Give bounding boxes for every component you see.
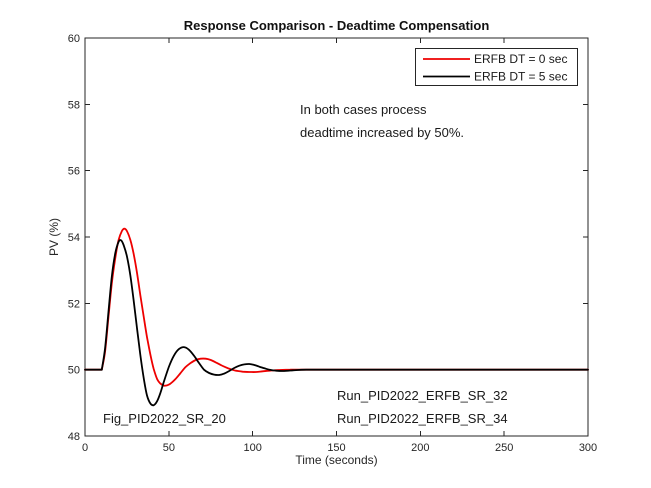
run-id-label-1: Run_PID2022_ERFB_SR_32 (337, 388, 508, 403)
series-lines (84, 227, 589, 407)
fig-id-label: Fig_PID2022_SR_20 (103, 411, 226, 426)
legend-entry-1: ERFB DT = 5 sec (474, 70, 567, 84)
y-tick-label: 58 (68, 99, 80, 111)
x-tick-label: 0 (82, 442, 88, 454)
x-tick-label: 300 (579, 442, 597, 454)
axis-tick-labels: 0 50 100 150 200 250 300 48 50 52 54 56 58 60 (68, 33, 597, 454)
series-line-0 (84, 227, 589, 387)
x-tick-label: 100 (243, 442, 261, 454)
series-line-1 (84, 239, 589, 407)
note-text-line1: In both cases process (300, 102, 427, 117)
y-axis-label: PV (%) (47, 218, 61, 256)
legend-entry-0: ERFB DT = 0 sec (474, 52, 567, 66)
chart-title: Response Comparison - Deadtime Compensat… (184, 18, 490, 33)
x-tick-label: 50 (163, 442, 175, 454)
y-tick-label: 60 (68, 33, 80, 45)
legend-box (415, 48, 578, 86)
y-tick-label: 48 (68, 431, 80, 443)
y-tick-label: 54 (68, 232, 80, 244)
x-tick-label: 150 (327, 442, 345, 454)
note-text-line2: deadtime increased by 50%. (300, 125, 464, 140)
y-tick-label: 52 (68, 298, 80, 310)
plot-area (84, 37, 589, 437)
x-axis-label: Time (seconds) (295, 453, 377, 467)
y-tick-label: 56 (68, 166, 80, 178)
legend: ERFB DT = 0 sec ERFB DT = 5 sec (415, 48, 578, 86)
x-tick-label: 200 (411, 442, 429, 454)
y-tick-label: 50 (68, 365, 80, 377)
run-id-label-2: Run_PID2022_ERFB_SR_34 (337, 411, 508, 426)
x-tick-label: 250 (495, 442, 513, 454)
